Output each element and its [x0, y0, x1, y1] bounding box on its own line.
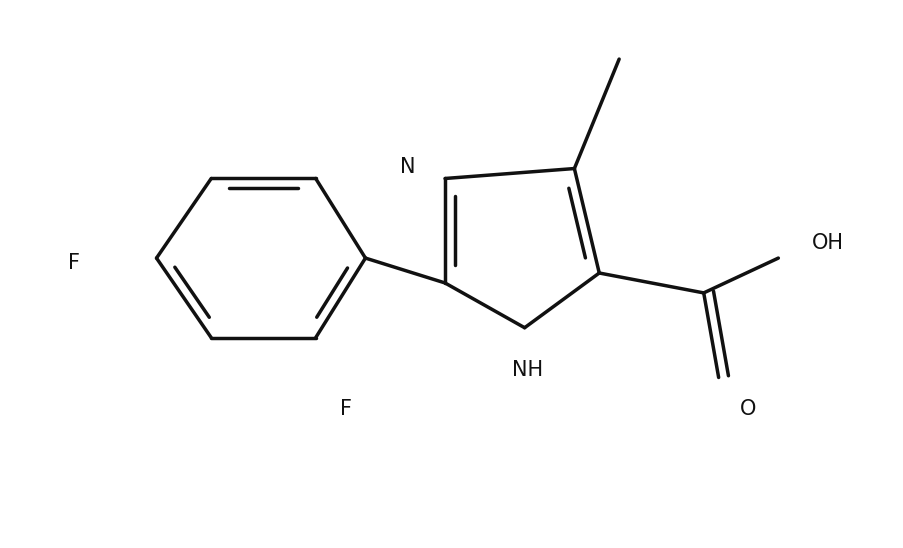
Text: N: N [400, 157, 415, 176]
Text: NH: NH [511, 359, 543, 380]
Text: F: F [340, 399, 351, 419]
Text: O: O [740, 399, 756, 419]
Text: OH: OH [811, 233, 843, 253]
Text: F: F [68, 253, 79, 273]
